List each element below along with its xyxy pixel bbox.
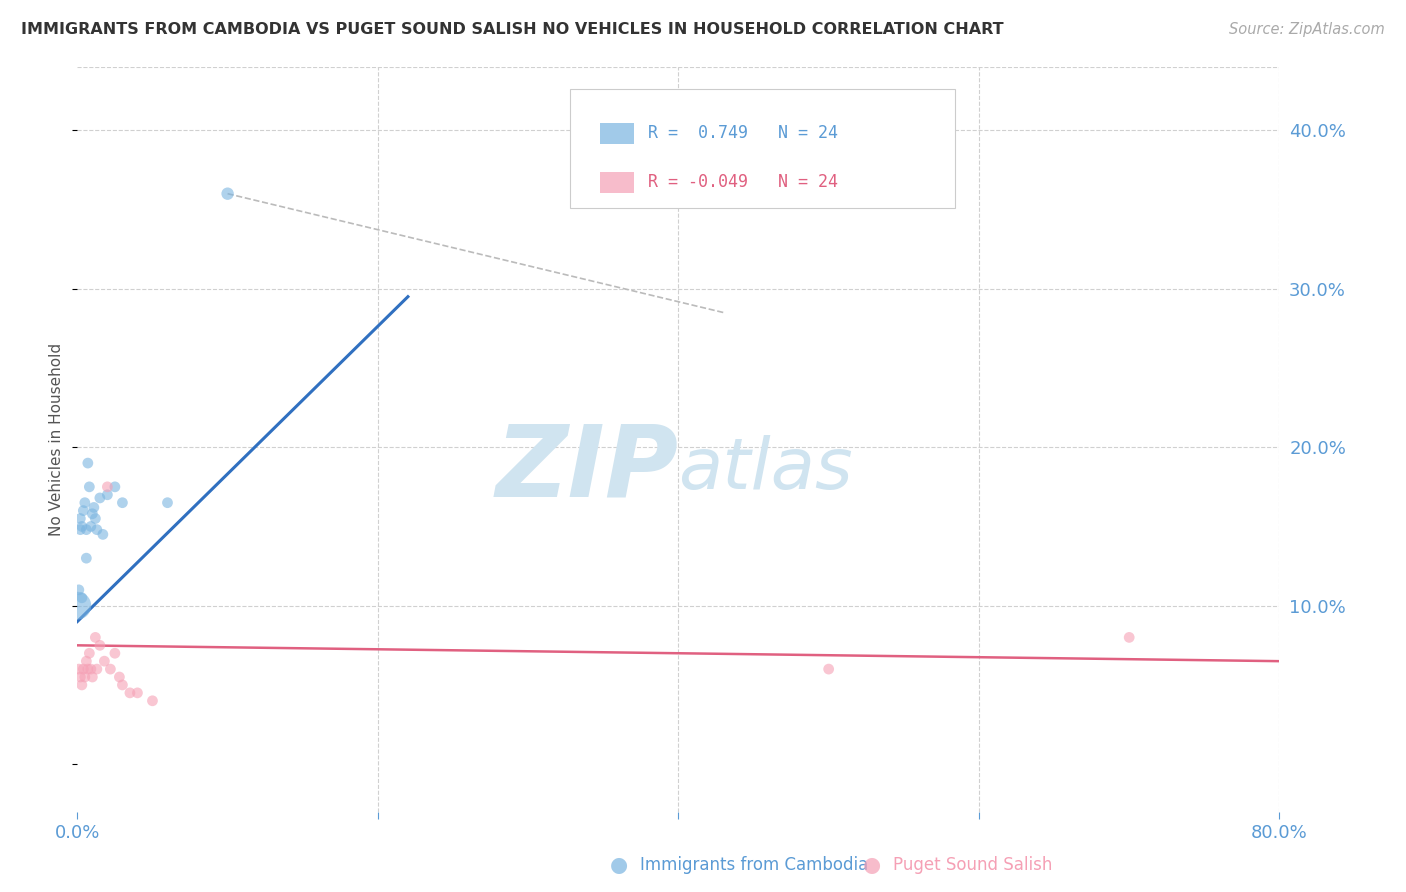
Text: ●: ● xyxy=(863,855,880,875)
Point xyxy=(96,488,118,502)
Point xyxy=(83,500,105,515)
Point xyxy=(67,582,90,597)
Point xyxy=(70,678,93,692)
Point xyxy=(86,662,108,676)
Point xyxy=(108,670,131,684)
Point xyxy=(104,480,127,494)
Point xyxy=(217,186,239,201)
FancyBboxPatch shape xyxy=(600,123,634,144)
Point xyxy=(76,662,98,676)
Text: ZIP: ZIP xyxy=(495,421,679,517)
Point xyxy=(73,670,96,684)
Point xyxy=(69,511,91,525)
Point xyxy=(75,551,97,566)
FancyBboxPatch shape xyxy=(600,172,634,193)
Point xyxy=(84,631,107,645)
Point xyxy=(91,527,114,541)
Point xyxy=(76,456,98,470)
Point xyxy=(127,686,149,700)
Point xyxy=(96,480,118,494)
Point xyxy=(69,523,91,537)
Text: R =  0.749   N = 24: R = 0.749 N = 24 xyxy=(648,124,838,142)
Text: Immigrants from Cambodia: Immigrants from Cambodia xyxy=(640,856,868,874)
Point xyxy=(82,670,104,684)
Point xyxy=(100,662,122,676)
Point xyxy=(67,662,90,676)
Point xyxy=(86,523,108,537)
Point xyxy=(118,686,141,700)
Text: ●: ● xyxy=(610,855,627,875)
Point xyxy=(156,496,179,510)
Text: atlas: atlas xyxy=(679,434,853,504)
Point xyxy=(72,503,94,517)
Point xyxy=(80,662,103,676)
Text: Source: ZipAtlas.com: Source: ZipAtlas.com xyxy=(1229,22,1385,37)
Point xyxy=(141,694,163,708)
Point xyxy=(84,511,107,525)
Point xyxy=(93,654,115,668)
Point xyxy=(89,491,111,505)
Y-axis label: No Vehicles in Household: No Vehicles in Household xyxy=(49,343,65,536)
Point xyxy=(79,646,101,660)
Point xyxy=(104,646,127,660)
Point xyxy=(69,670,91,684)
Text: R = -0.049   N = 24: R = -0.049 N = 24 xyxy=(648,173,838,191)
Point xyxy=(111,678,134,692)
Point xyxy=(111,496,134,510)
Point xyxy=(817,662,839,676)
Point xyxy=(66,599,89,613)
Point xyxy=(75,523,97,537)
Point xyxy=(70,591,93,605)
Point xyxy=(79,480,101,494)
Text: IMMIGRANTS FROM CAMBODIA VS PUGET SOUND SALISH NO VEHICLES IN HOUSEHOLD CORRELAT: IMMIGRANTS FROM CAMBODIA VS PUGET SOUND … xyxy=(21,22,1004,37)
Point xyxy=(75,654,97,668)
Point xyxy=(72,662,94,676)
Point xyxy=(89,638,111,652)
Point xyxy=(1118,631,1140,645)
Point xyxy=(73,496,96,510)
FancyBboxPatch shape xyxy=(571,89,955,209)
Point xyxy=(82,507,104,521)
Text: Puget Sound Salish: Puget Sound Salish xyxy=(893,856,1052,874)
Point xyxy=(70,519,93,533)
Point xyxy=(80,519,103,533)
